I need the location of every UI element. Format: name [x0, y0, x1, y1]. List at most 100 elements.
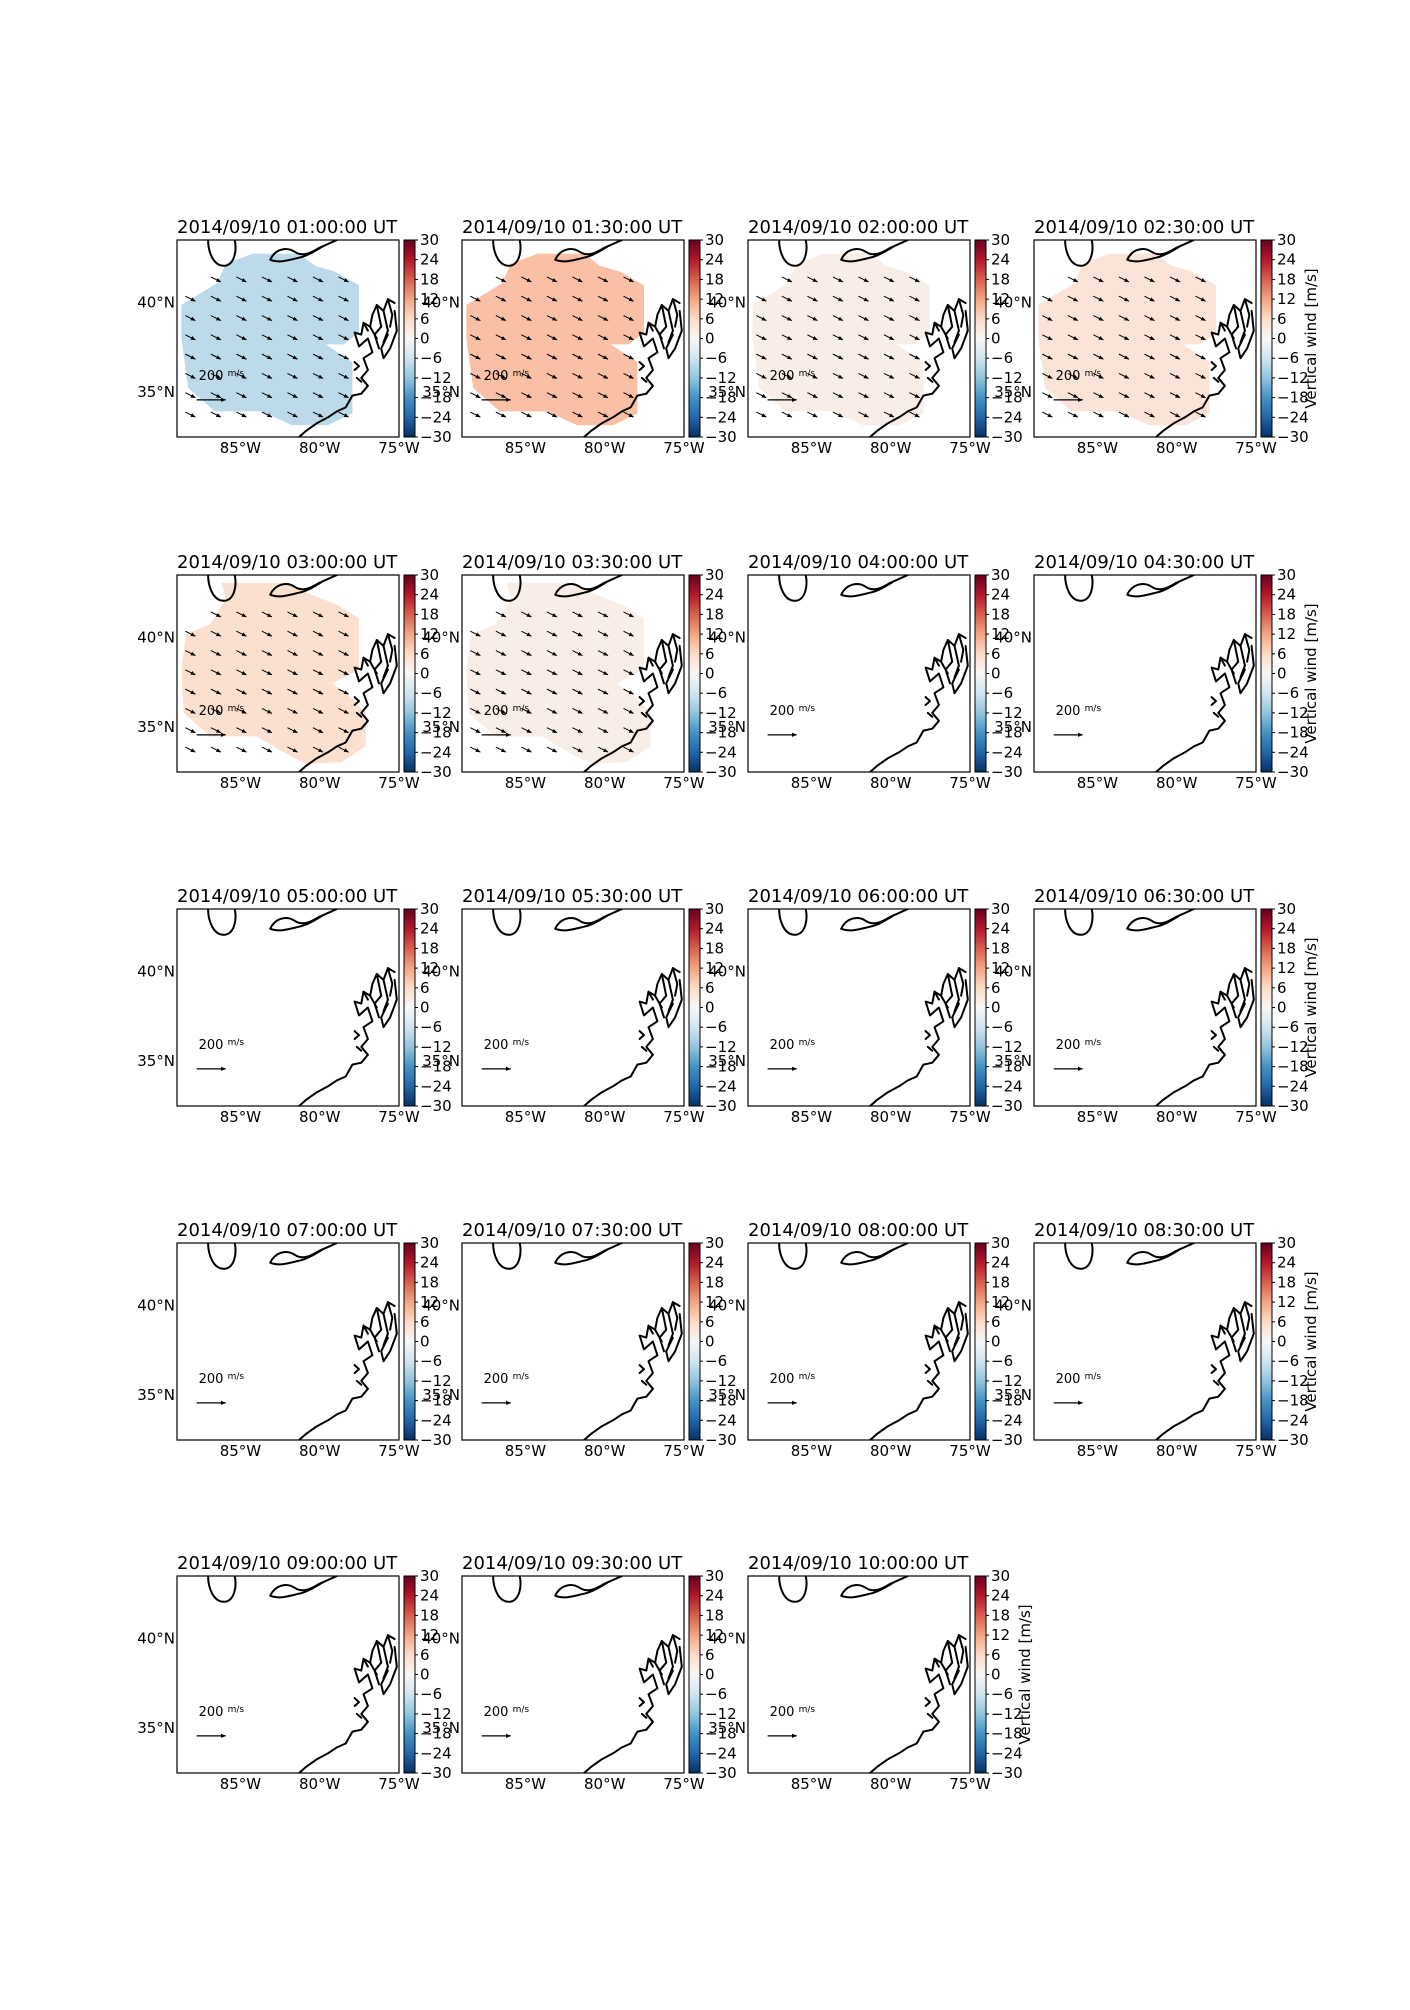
- wind-arrow: [756, 353, 767, 360]
- wind-arrow: [807, 295, 818, 302]
- wind-arrow: [597, 630, 609, 637]
- x-tick-label: 85°W: [220, 1775, 262, 1793]
- wind-arrow: [756, 334, 767, 341]
- wind-arrow: [572, 315, 583, 321]
- wind-arrow: [597, 611, 609, 618]
- colorbar-tick-label: −18: [1277, 389, 1309, 407]
- coastline: [778, 909, 969, 1106]
- y-tick-label: 40°N: [994, 629, 1032, 647]
- panel-title: 2014/09/10 10:00:00 UT: [748, 1553, 969, 1574]
- quiver-key-label: 200 m/s: [484, 1038, 530, 1053]
- wind-vectors: [756, 276, 920, 418]
- wind-arrow: [781, 411, 793, 418]
- y-tick-label: 35°N: [137, 1386, 175, 1404]
- map-frame: [461, 908, 685, 1107]
- colorbar-tick-label: −12: [705, 369, 737, 387]
- wind-arrow: [312, 276, 324, 283]
- colorbar-tick-label: −6: [420, 684, 442, 702]
- wind-arrow: [623, 630, 634, 637]
- map-panel: 2014/09/10 05:30:00 UT 200 m/s 85°W 80°W 75°…: [422, 886, 736, 1126]
- colorbar-tick-label: −12: [420, 1038, 452, 1056]
- x-tick-label: 80°W: [870, 1442, 912, 1460]
- wind-arrow: [546, 707, 558, 714]
- wind-arrow: [781, 276, 793, 283]
- colorbar-tick-label: 6: [705, 645, 715, 663]
- colorbar-tick-label: −18: [991, 389, 1023, 407]
- x-tick-label: 75°W: [1235, 774, 1277, 792]
- x-tick-label: 85°W: [791, 1775, 833, 1793]
- wind-arrow: [572, 650, 583, 656]
- colorbar-tick-label: 12: [991, 625, 1010, 643]
- y-tick-label: 35°N: [422, 1719, 460, 1737]
- colorbar-tick-label: 18: [705, 939, 724, 957]
- colorbar-tick-label: −24: [1277, 408, 1309, 426]
- colorbar-tick-label: −24: [420, 408, 452, 426]
- wind-arrow: [470, 295, 481, 302]
- wind-arrow: [623, 392, 634, 399]
- coastline: [492, 1576, 683, 1773]
- colorbar-tick-label: −6: [991, 1352, 1013, 1370]
- colorbar-tick-label: −12: [420, 1705, 452, 1723]
- colorbar-tick-label: 30: [1277, 566, 1296, 584]
- coastline: [778, 1243, 969, 1440]
- colorbar-tick-label: −30: [705, 1097, 737, 1115]
- map-frame: [1033, 239, 1257, 438]
- colorbar-tick-label: −12: [991, 1705, 1023, 1723]
- colorbar-tick-label: −30: [991, 1431, 1023, 1449]
- wind-arrow: [521, 353, 532, 360]
- wind-arrow: [312, 630, 324, 637]
- wind-arrow: [287, 315, 298, 321]
- wind-arrow: [521, 630, 532, 637]
- wind-arrow: [261, 334, 273, 341]
- wind-arrow: [185, 630, 196, 637]
- coastline: [207, 575, 398, 772]
- colorbar-tick-label: −12: [991, 1372, 1023, 1390]
- wind-arrow: [1093, 276, 1104, 283]
- wind-arrow: [1195, 353, 1206, 360]
- wind-arrow: [1042, 295, 1053, 302]
- y-tick-label: 35°N: [137, 1719, 175, 1737]
- y-tick-label: 40°N: [994, 963, 1032, 981]
- x-tick-label: 75°W: [378, 1108, 420, 1126]
- wind-arrow: [495, 295, 507, 302]
- wind-arrow: [1042, 315, 1053, 321]
- colorbar-tick-label: −6: [705, 684, 727, 702]
- wind-arrow: [832, 334, 844, 341]
- wind-arrow: [1042, 353, 1053, 360]
- y-tick-label: 35°N: [994, 718, 1032, 736]
- x-tick-label: 80°W: [1156, 1108, 1198, 1126]
- wind-arrow: [210, 688, 222, 695]
- map-frame: [176, 1575, 400, 1774]
- colorbar-tick-label: −12: [420, 1372, 452, 1390]
- colorbar-tick-label: −30: [1277, 1431, 1309, 1449]
- wind-arrow: [338, 334, 349, 341]
- wind-arrow: [521, 334, 532, 341]
- wind-arrow: [1042, 392, 1053, 399]
- colorbar-tick-label: 24: [420, 1254, 439, 1272]
- wind-arrow: [1169, 411, 1181, 418]
- map-frame: [747, 239, 971, 438]
- wind-arrow: [261, 650, 273, 656]
- wind-arrow: [883, 411, 895, 418]
- colorbar-tick-label: −12: [1277, 1038, 1309, 1056]
- wind-arrow: [807, 372, 818, 379]
- wind-arrow: [807, 411, 818, 418]
- wind-arrow: [546, 411, 558, 418]
- wind-arrow: [572, 746, 583, 753]
- wind-arrow: [287, 611, 298, 618]
- wind-arrow: [597, 372, 609, 379]
- wind-arrow: [470, 746, 481, 753]
- wind-arrow: [287, 411, 298, 418]
- colorbar-tick-label: −18: [705, 724, 737, 742]
- colorbar-tick-label: 12: [1277, 959, 1296, 977]
- y-tick-label: 35°N: [137, 383, 175, 401]
- x-tick-label: 80°W: [299, 774, 341, 792]
- colorbar-tick-label: −24: [991, 1077, 1023, 1095]
- wind-vectors: [185, 276, 349, 418]
- wind-arrow: [1169, 372, 1181, 379]
- wind-arrow: [1169, 315, 1181, 321]
